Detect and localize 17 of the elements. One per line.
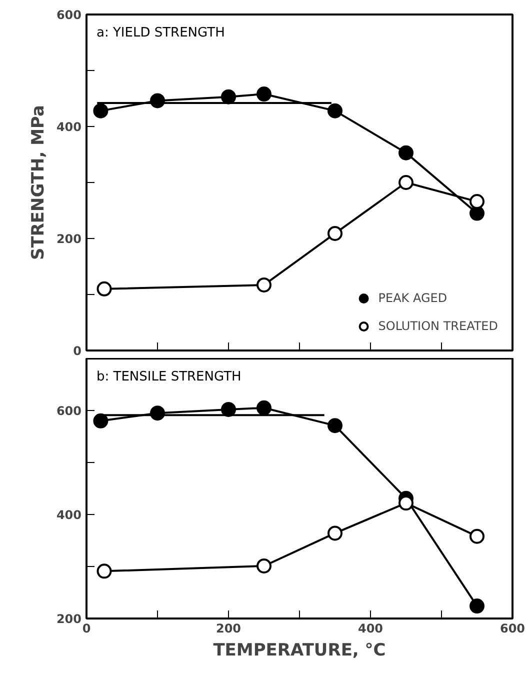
text: a: YIELD STRENGTH — [96, 26, 225, 40]
x-tick-label: 0 — [82, 622, 91, 636]
y-axis-title: STRENGTH, MPa — [28, 104, 48, 260]
y-tick-label: 400 — [56, 120, 82, 134]
y-tick-label: 600 — [56, 8, 82, 22]
y-tick-label: 400 — [56, 508, 82, 522]
y-tick-label: 0 — [73, 344, 82, 358]
text: b: TENSILE STRENGTH — [96, 370, 242, 384]
y-tick-label: 600 — [56, 404, 82, 418]
legend-label: SOLUTION TREATED — [378, 319, 498, 333]
x-tick-label: 600 — [500, 622, 526, 636]
x-axis-title: TEMPERATURE, °C — [213, 640, 386, 660]
x-tick-label: 200 — [216, 622, 242, 636]
x-tick-label: 400 — [358, 622, 384, 636]
y-tick-label: 200 — [56, 612, 82, 626]
y-tick-label: 200 — [56, 232, 82, 246]
legend-label: PEAK AGED — [378, 291, 448, 305]
